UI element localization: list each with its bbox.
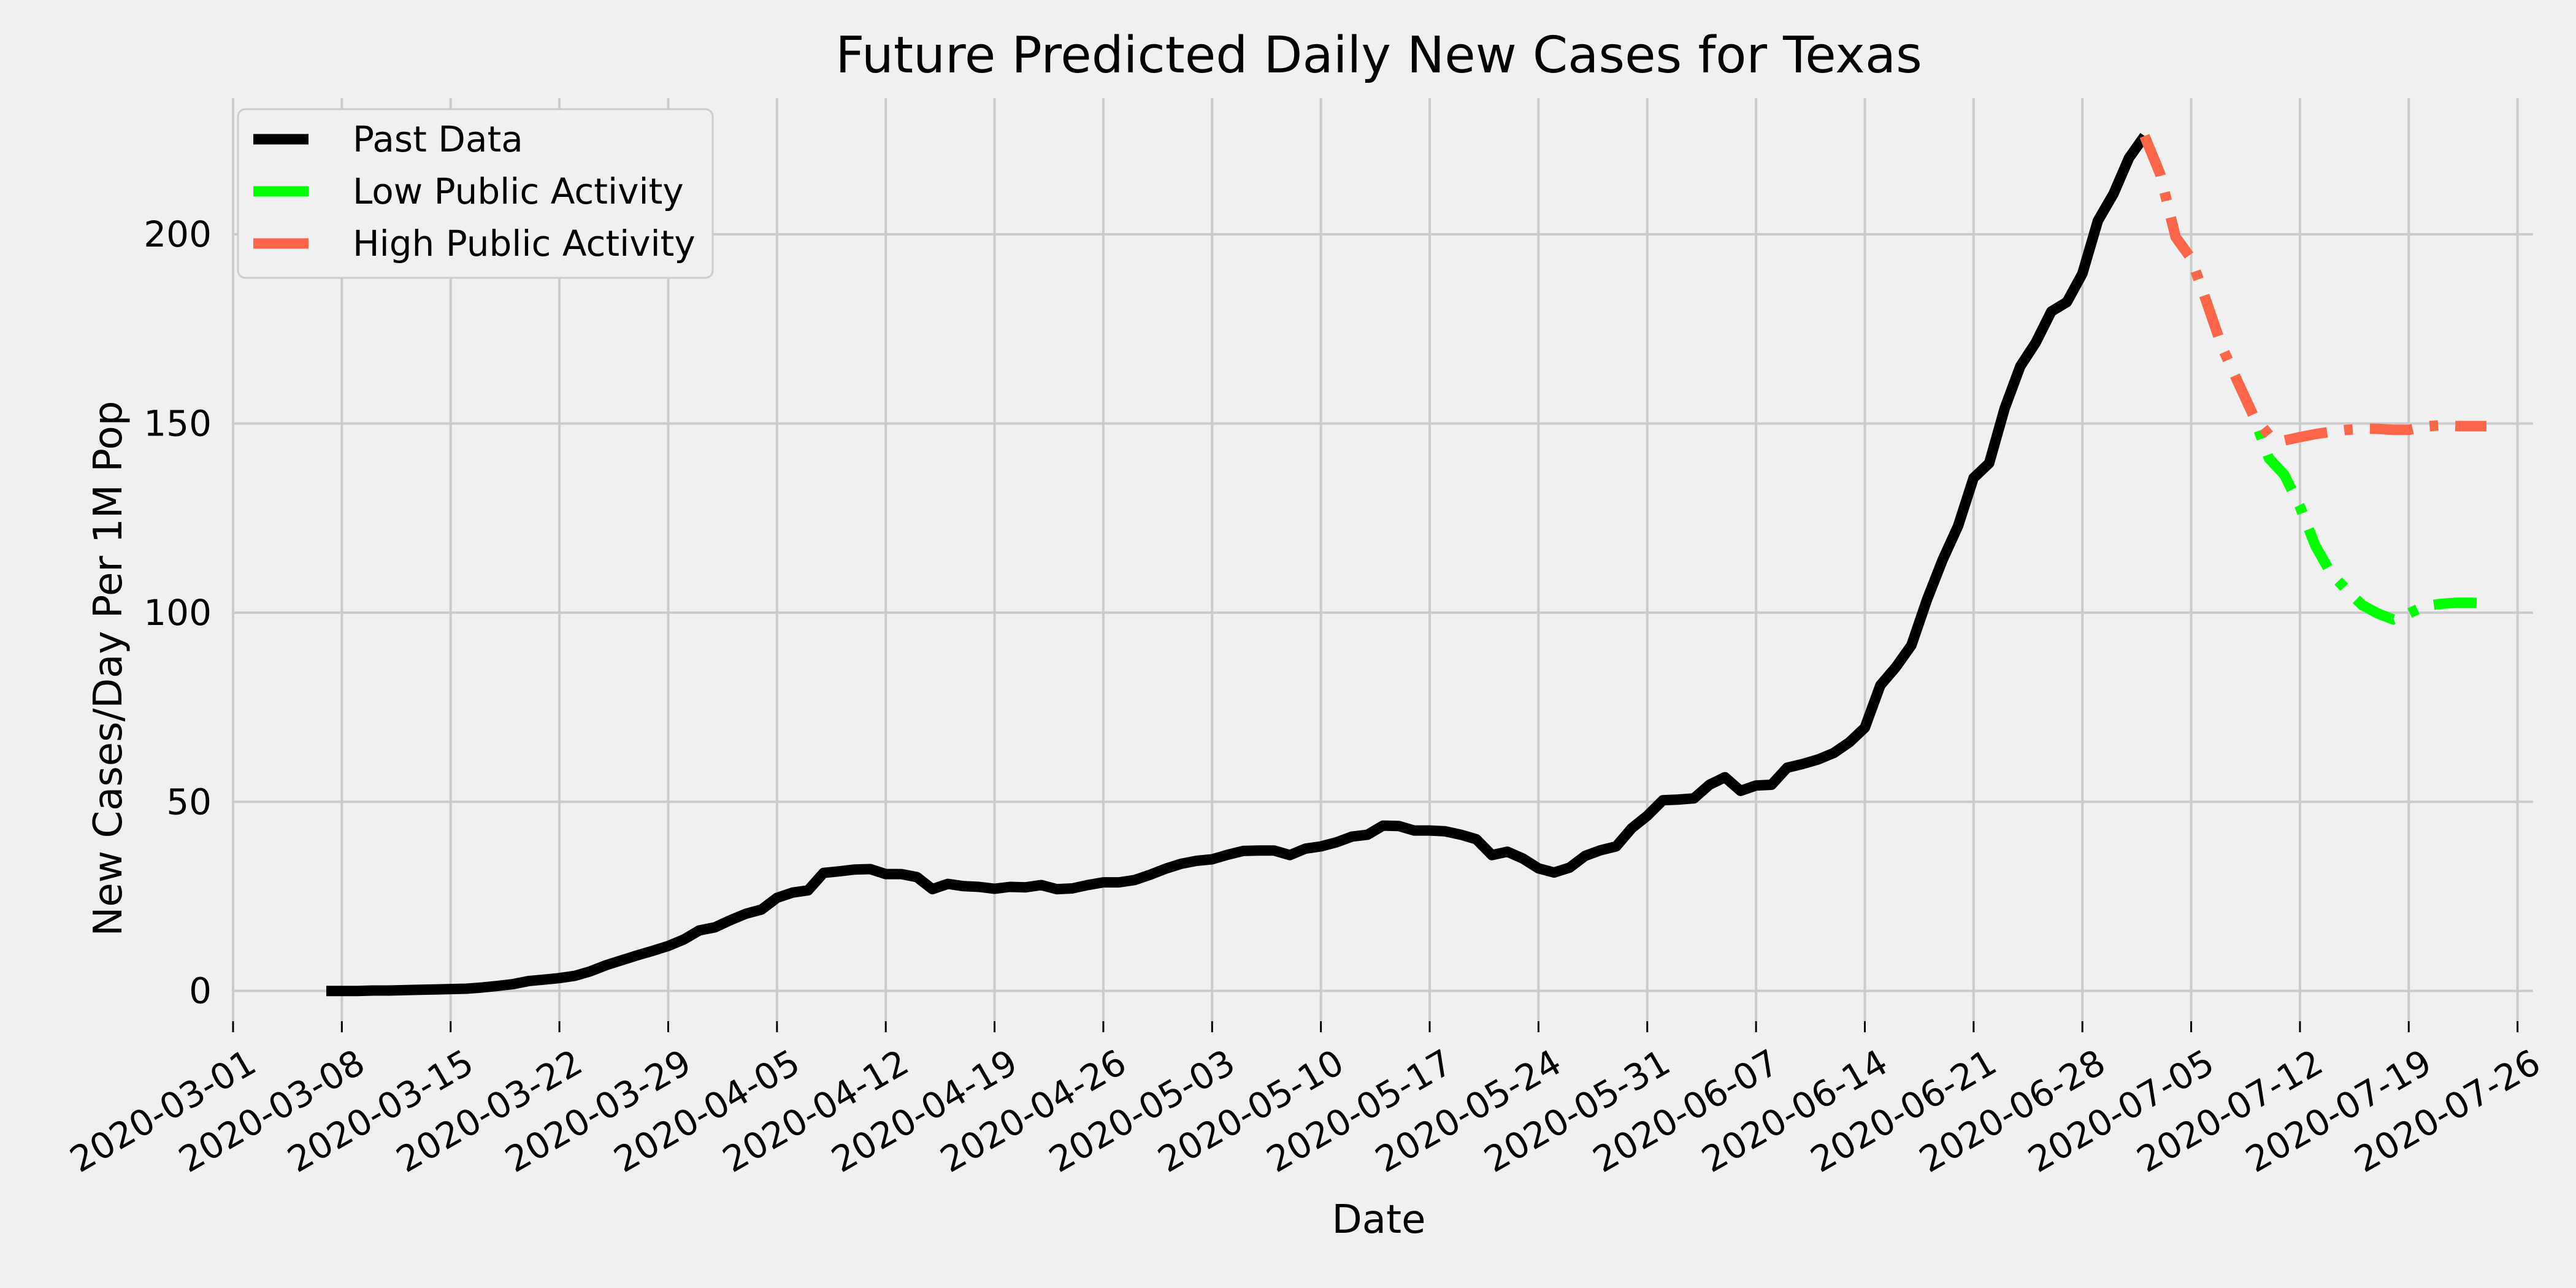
y-tick-label: 100 <box>144 592 212 634</box>
y-tick-label: 0 <box>189 970 212 1012</box>
legend-box <box>237 108 714 279</box>
legend: Past Data Low Public Activity High Public … <box>237 108 714 279</box>
legend-label: Past Data <box>353 118 523 160</box>
legend-label: Low Public Activity <box>353 171 684 212</box>
series-line-2 <box>2139 134 2487 625</box>
y-tick-label: 50 <box>166 781 212 822</box>
legend-label: High Public Activity <box>353 223 696 264</box>
x-axis-label: Date <box>1332 1197 1426 1243</box>
series-line-3 <box>2139 134 2486 446</box>
y-axis-label: New Cases/Day Per 1M Pop <box>86 401 131 937</box>
y-tick-label: 150 <box>144 402 212 444</box>
plot-area <box>326 132 2487 997</box>
y-tick-label: 200 <box>144 213 212 255</box>
series-line-1 <box>326 132 2149 997</box>
chart-title: Future Predicted Daily New Cases for Tex… <box>835 26 1922 85</box>
